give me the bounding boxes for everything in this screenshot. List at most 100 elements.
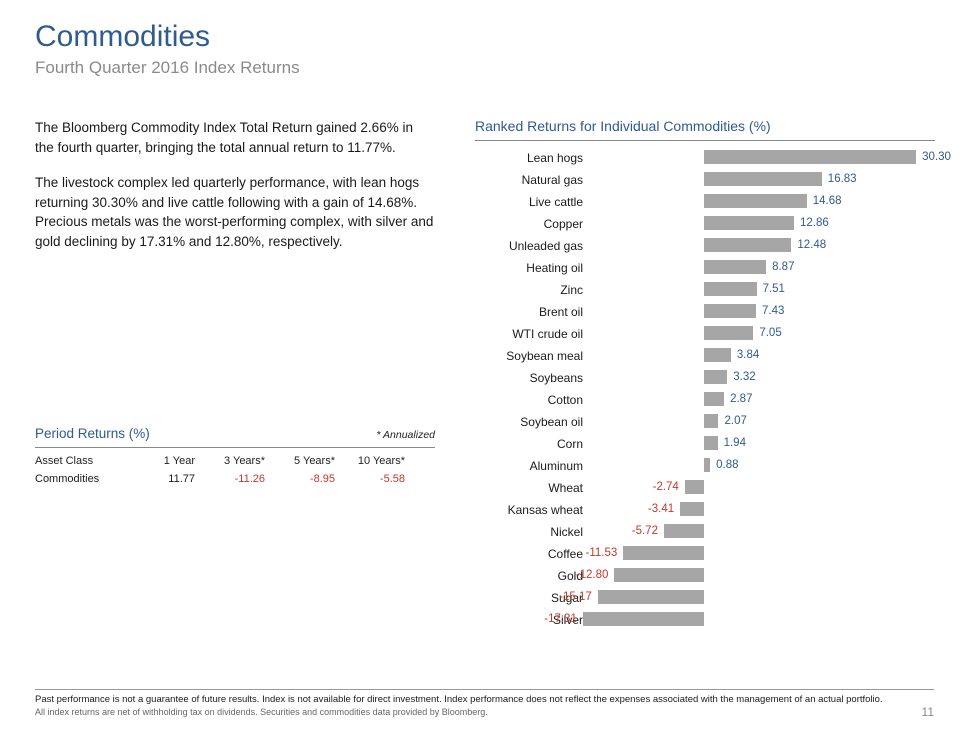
bar-row: Cotton 2.87 [475,389,935,411]
bar [704,370,727,384]
bar-value: 3.32 [733,371,755,383]
bar-row: Heating oil8.87 [475,257,935,279]
bar-row: Live cattle14.68 [475,191,935,213]
row-label: Commodities [35,473,135,485]
bar-label: Zinc [475,283,585,297]
bar [704,348,731,362]
col-1year: 1 Year [135,455,195,467]
bar [704,458,710,472]
bar-label: Natural gas [475,173,585,187]
bar-label: Kansas wheat [475,503,585,517]
bar-area: 12.48 [585,235,935,257]
table-data-row: Commodities 11.77-11.26-8.95-5.58 [35,470,435,488]
bar-area: 16.83 [585,169,935,191]
right-column: Ranked Returns for Individual Commoditie… [475,118,935,631]
left-column: The Bloomberg Commodity Index Total Retu… [35,118,435,631]
bar-area: -12.80 [585,565,935,587]
page-number: 11 [922,705,934,719]
period-returns-table: Period Returns (%) * Annualized Asset Cl… [35,426,435,488]
table-cell: -11.26 [195,473,265,485]
bar-label: Lean hogs [475,151,585,165]
bar-value: -17.31 [544,613,577,625]
bar-area: 0.88 [585,455,935,477]
bar-row: Lean hogs30.30 [475,147,935,169]
chart-title: Ranked Returns for Individual Commoditie… [475,118,935,134]
bar-value: 3.84 [737,349,759,361]
bar-value: 12.48 [797,239,826,251]
bar-value: 1.94 [724,437,746,449]
bar-row: Wheat-2.74 [475,477,935,499]
bar [623,546,704,560]
bar-label: Aluminum [475,459,585,473]
bar [704,172,822,186]
bar-value: 7.05 [759,327,781,339]
bar [704,414,718,428]
bar-value: 12.86 [800,217,829,229]
bar-label: Coffee [475,547,585,561]
bar-row: Corn1.94 [475,433,935,455]
bar-label: Wheat [475,481,585,495]
chart-divider [475,140,935,141]
bar-row: Soybeans 3.32 [475,367,935,389]
content-area: The Bloomberg Commodity Index Total Retu… [0,78,969,631]
bar-value: -15.17 [559,591,592,603]
body-paragraph-1: The Bloomberg Commodity Index Total Retu… [35,118,435,157]
bar-area: -3.41 [585,499,935,521]
bar-value: 14.68 [813,195,842,207]
bar-value: -11.53 [586,547,618,559]
bar-value: -5.72 [632,525,658,537]
table-cell: -5.58 [335,473,405,485]
bar-value: 30.30 [922,151,951,163]
bar-row: Silver-17.31 [475,609,935,631]
bar-value: 2.87 [730,393,752,405]
bar-label: Soybean oil [475,415,585,429]
bar-label: Copper [475,217,585,231]
bar-area: 3.84 [585,345,935,367]
bar-row: Copper 12.86 [475,213,935,235]
col-3years: 3 Years* [195,455,265,467]
bar [704,260,766,274]
bar-area: -5.72 [585,521,935,543]
bar-label: Soybeans [475,371,585,385]
col-10years: 10 Years* [335,455,405,467]
bar [704,194,807,208]
bar-row: Zinc7.51 [475,279,935,301]
bar [704,326,753,340]
bar-row: Unleaded gas12.48 [475,235,935,257]
bar-area: 14.68 [585,191,935,213]
bar-label: Gold [475,569,585,583]
table-header-row: Asset Class 1 Year 3 Years* 5 Years* 10 … [35,452,435,470]
bar-area: 8.87 [585,257,935,279]
page-title: Commodities [35,20,969,54]
page-subtitle: Fourth Quarter 2016 Index Returns [35,58,969,78]
bar-area: 1.94 [585,433,935,455]
bar [598,590,704,604]
bar [614,568,704,582]
bar-row: Soybean oil 2.07 [475,411,935,433]
disclaimer-line-2: All index returns are net of withholding… [35,707,934,717]
bar [704,304,756,318]
bar-row: Aluminum0.88 [475,455,935,477]
bar-value: 2.07 [724,415,746,427]
bar-label: Heating oil [475,261,585,275]
bar-label: Brent oil [475,305,585,319]
body-paragraph-2: The livestock complex led quarterly perf… [35,173,435,251]
table-cell: 11.77 [135,473,195,485]
bar [704,238,791,252]
bar-row: Kansas wheat -3.41 [475,499,935,521]
bar [704,282,757,296]
ranked-returns-chart: Lean hogs30.30 Natural gas16.83Live cattl… [475,147,935,631]
bar-label: WTI crude oil [475,327,585,341]
bar-area: 7.43 [585,301,935,323]
header: Commodities Fourth Quarter 2016 Index Re… [0,0,969,78]
col-asset-class: Asset Class [35,455,135,467]
bar [680,502,704,516]
bar-area: -15.17 [585,587,935,609]
bar-value: -3.41 [648,503,674,515]
table-cell: -8.95 [265,473,335,485]
table-divider [35,447,435,448]
annualized-note: * Annualized [376,429,435,441]
bar-row: Sugar-15.17 [475,587,935,609]
bar [704,392,724,406]
bar-label: Cotton [475,393,585,407]
